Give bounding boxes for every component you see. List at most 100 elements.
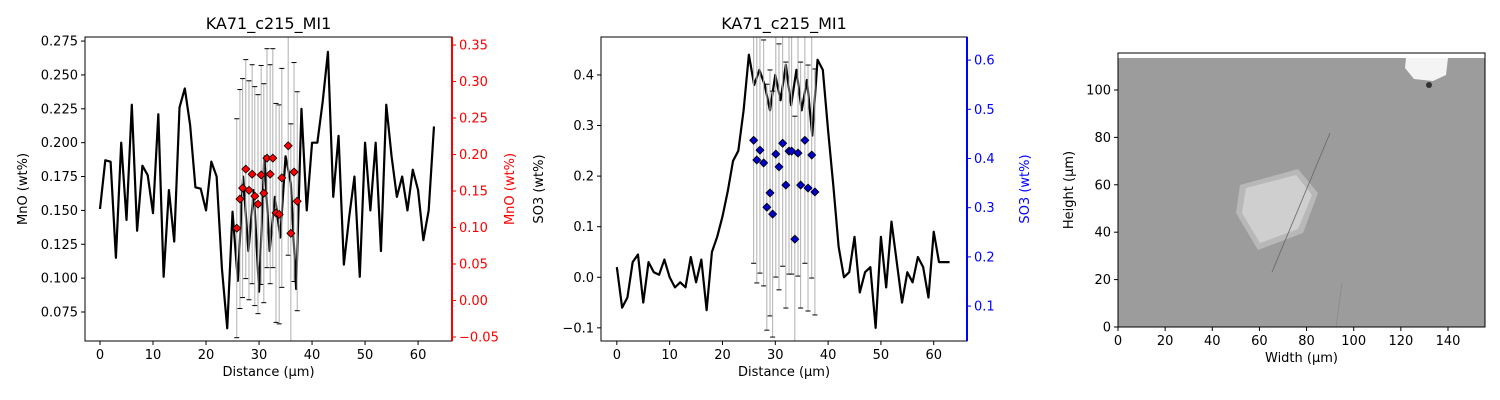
x-axis-label: Width (µm): [1265, 351, 1338, 366]
panel: 0 10 20 30 40 50 60 −0.1 0.0 0.1 0.2 0.3 0.4 0.1 0.2 0.…: [532, 14, 1033, 380]
marker: [268, 153, 278, 163]
y2-tick-label: 0.2: [974, 250, 995, 265]
y2-axis-label: MnO (wt%): [503, 153, 518, 225]
plot-area: [615, 37, 950, 341]
axes-frame: [1117, 52, 1486, 328]
marker: [800, 135, 810, 145]
panel: 0 10 20 30 40 50 60 0.075 0.100 0.125 0.150 0.175 0.…: [16, 14, 518, 380]
y2-tick-label: 0.00: [459, 294, 488, 309]
marker: [286, 228, 296, 238]
x-tick-label: 0: [1114, 334, 1122, 349]
marker: [774, 162, 784, 172]
x-tick-label: 0: [96, 348, 104, 363]
data-line: [615, 53, 950, 329]
x-tick-label: 20: [714, 348, 731, 363]
pit: [1426, 82, 1432, 88]
marker: [250, 191, 260, 201]
scratch: [1335, 282, 1343, 327]
marker: [235, 194, 245, 204]
x-tick-label: 80: [1298, 334, 1315, 349]
y-tick-label: 0.4: [573, 68, 594, 83]
transect: [1271, 132, 1331, 273]
marker: [749, 135, 759, 145]
y-tick-label: −0.1: [562, 321, 594, 336]
marker: [277, 173, 287, 183]
x-tick-label: 40: [304, 348, 321, 363]
marker: [253, 199, 263, 209]
y2-tick-label: 0.05: [459, 257, 488, 272]
marker: [807, 150, 817, 160]
y-tick-label: 0.0: [573, 271, 594, 286]
marker: [265, 169, 275, 179]
marker: [289, 167, 299, 177]
y-tick-label: 0.175: [41, 170, 78, 185]
marker: [790, 234, 800, 244]
marker: [796, 180, 806, 190]
image-header: [1118, 53, 1485, 58]
y-tick-label: 0.200: [41, 136, 78, 151]
marker: [752, 155, 762, 165]
x-tick-label: 50: [357, 348, 374, 363]
y2-axis-label: SO3 (wt%): [1018, 154, 1033, 223]
x-axis-label: Distance (µm): [738, 365, 830, 380]
x-tick-label: 60: [925, 348, 942, 363]
x-tick-label: 60: [410, 348, 427, 363]
marker: [241, 164, 251, 174]
y-tick-label: 0: [1103, 321, 1111, 336]
marker: [244, 185, 254, 195]
x-tick-label: 10: [145, 348, 162, 363]
plot-area: [98, 37, 436, 341]
x-axis-label: Distance (µm): [222, 365, 314, 380]
y-tick-label: 60: [1094, 178, 1111, 193]
x-tick-label: 10: [661, 348, 678, 363]
y-axis-label: Height (µm): [1062, 151, 1077, 229]
chart-title: KA71_c215_MI1: [206, 14, 332, 34]
inclusion: [1242, 175, 1312, 243]
y-tick-label: 0.2: [573, 170, 594, 185]
marker: [768, 209, 778, 219]
x-tick-label: 30: [251, 348, 268, 363]
marker: [274, 209, 284, 219]
marker: [292, 196, 302, 206]
marker: [765, 188, 775, 198]
y2-tick-label: 0.4: [974, 152, 995, 167]
y-tick-label: 80: [1094, 131, 1111, 146]
marker: [283, 141, 293, 151]
x-tick-label: 60: [1251, 334, 1268, 349]
y-tick-label: 0.100: [41, 272, 78, 287]
y-tick-label: 20: [1094, 273, 1111, 288]
marker: [771, 149, 781, 159]
x-tick-label: 0: [613, 348, 621, 363]
bright-grain: [1405, 58, 1448, 81]
marker: [762, 202, 772, 212]
y-tick-label: 0.075: [41, 306, 78, 321]
y2-tick-label: 0.3: [974, 201, 995, 216]
y-tick-label: 0.150: [41, 204, 78, 219]
x-tick-label: 30: [767, 348, 784, 363]
y-tick-label: 100: [1086, 83, 1111, 98]
x-tick-label: 20: [1157, 334, 1174, 349]
y2-tick-label: 0.20: [459, 148, 488, 163]
x-tick-label: 40: [1204, 334, 1221, 349]
x-tick-label: 120: [1388, 334, 1413, 349]
y2-tick-label: 0.10: [459, 221, 488, 236]
marker: [793, 148, 803, 158]
y2-tick-label: 0.5: [974, 103, 995, 118]
y-axis-label: SO3 (wt%): [532, 154, 547, 223]
marker: [259, 188, 269, 198]
marker: [755, 145, 765, 155]
marker: [247, 169, 257, 179]
marker: [781, 180, 791, 190]
y-axis-label: MnO (wt%): [16, 153, 31, 225]
x-tick-label: 50: [873, 348, 890, 363]
marker: [232, 223, 242, 233]
marker: [778, 138, 788, 148]
y-tick-label: 40: [1094, 226, 1111, 241]
y-tick-label: 0.3: [573, 119, 594, 134]
y2-tick-label: 0.25: [459, 112, 488, 127]
marker: [810, 187, 820, 197]
y-tick-label: 0.125: [41, 238, 78, 253]
y-tick-label: 0.225: [41, 102, 78, 117]
